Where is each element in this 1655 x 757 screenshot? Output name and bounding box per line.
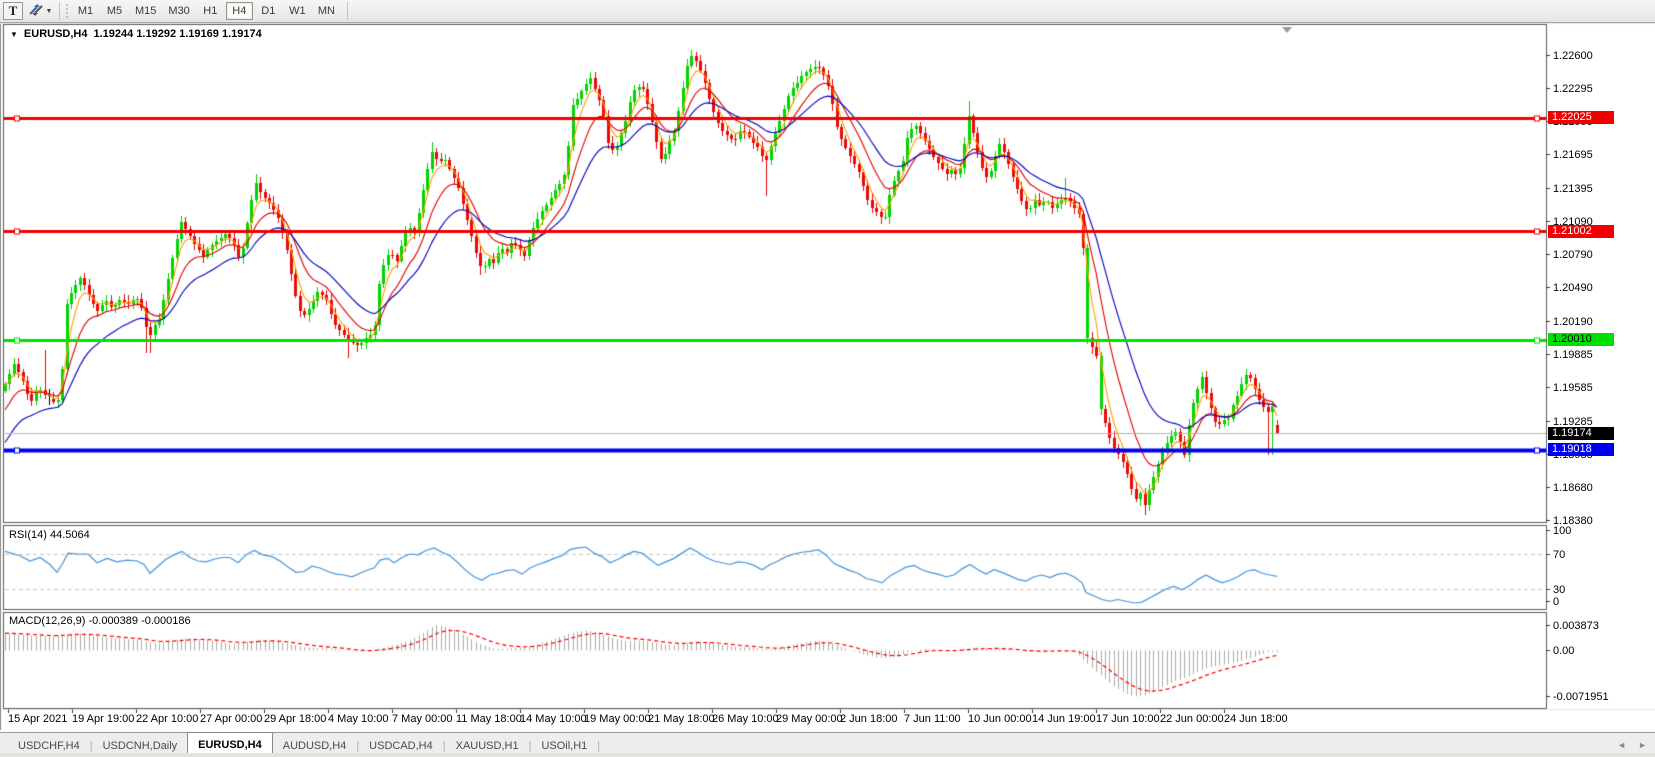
- price-tick-label: 1.18380: [1553, 514, 1593, 527]
- price-tick-label: 1.19885: [1553, 348, 1593, 361]
- tab-separator: |: [442, 740, 446, 752]
- tab-separator: |: [89, 740, 93, 752]
- date-tick-label: 7 May 00:00: [392, 713, 453, 725]
- tab-audusd-h4[interactable]: AUDUSD,H4: [282, 739, 347, 752]
- rsi-tick-label: 70: [1553, 548, 1566, 561]
- price-tick-label: 1.21695: [1553, 148, 1593, 161]
- tab-usdchf-h4[interactable]: USDCHF,H4: [18, 739, 80, 752]
- timeframe-button-mn[interactable]: MN: [313, 2, 340, 20]
- macd-tick-label: 0.003873: [1553, 619, 1599, 632]
- macd-values: -0.000389 -0.000186: [88, 615, 191, 627]
- date-tick-label: 26 May 10:00: [712, 713, 779, 725]
- timeframe-button-w1[interactable]: W1: [284, 2, 311, 20]
- current-price-badge: 1.19174: [1548, 427, 1614, 440]
- arrows-tool-button[interactable]: ▼: [25, 2, 55, 20]
- date-tick-label: 29 May 00:00: [776, 713, 843, 725]
- date-tick-label: 27 Apr 00:00: [200, 713, 263, 725]
- rsi-tick-label: 0: [1553, 595, 1560, 608]
- date-tick-label: 21 May 18:00: [648, 713, 715, 725]
- toolbar-separator: [346, 2, 348, 20]
- price-level-badge-support-2[interactable]: 1.19018: [1548, 443, 1614, 456]
- date-tick-label: 14 Jun 19:00: [1032, 713, 1096, 725]
- tab-separator: |: [528, 740, 532, 752]
- timeframe-button-m30[interactable]: M30: [163, 2, 194, 20]
- date-tick-label: 7 Jun 11:00: [904, 713, 961, 725]
- chart-title: ▼ EURUSD,H4 1.19244 1.19292 1.19169 1.19…: [10, 28, 262, 40]
- date-tick-label: 17 Jun 10:00: [1096, 713, 1160, 725]
- status-strip: [0, 753, 1655, 757]
- price-tick-label: 1.22295: [1553, 82, 1593, 95]
- price-tick-label: 1.21395: [1553, 182, 1593, 195]
- tab-usdcnh-daily[interactable]: USDCNH,Daily: [102, 739, 178, 752]
- macd-tick-label: 0.00: [1553, 644, 1575, 657]
- price-tick-label: 1.21090: [1553, 215, 1593, 228]
- date-tick-label: 2 Jun 18:00: [840, 713, 898, 725]
- price-tick-label: 1.20190: [1553, 315, 1593, 328]
- price-level-badge-resistance-2[interactable]: 1.21002: [1548, 225, 1614, 238]
- timeframe-button-m1[interactable]: M1: [72, 2, 99, 20]
- timeframe-button-m5[interactable]: M5: [101, 2, 128, 20]
- chart-quote-label: 1.19244 1.19292 1.19169 1.19174: [93, 28, 262, 40]
- rsi-tick-label: 100: [1553, 524, 1572, 537]
- timeframe-button-h1[interactable]: H1: [197, 2, 224, 20]
- price-tick-label: 1.22600: [1553, 49, 1593, 62]
- chart-symbol-label: EURUSD,H4: [23, 28, 88, 40]
- date-tick-label: 22 Apr 10:00: [136, 713, 199, 725]
- date-tick-label: 10 Jun 00:00: [968, 713, 1032, 725]
- macd-name: MACD(12,26,9): [9, 615, 86, 627]
- arrows-tool-icon: [28, 3, 44, 20]
- price-tick-label: 1.20490: [1553, 281, 1593, 294]
- date-tick-label: 14 May 10:00: [520, 713, 587, 725]
- tab-xauusd-h1[interactable]: XAUUSD,H1: [455, 739, 519, 752]
- toolbar-separator: [59, 2, 60, 20]
- rsi-tick-label: 30: [1553, 583, 1566, 596]
- timeframe-button-m15[interactable]: M15: [130, 2, 161, 20]
- price-level-badge-support-1[interactable]: 1.20010: [1548, 333, 1614, 346]
- date-tick-label: 19 Apr 19:00: [72, 713, 135, 725]
- toolbar: T ▼ M1 M5 M15 M30 H1 H4 D1 W1 MN: [0, 0, 1655, 23]
- dropdown-caret-icon: ▼: [45, 7, 53, 15]
- date-tick-label: 29 Apr 18:00: [264, 713, 327, 725]
- timeframe-button-d1[interactable]: D1: [255, 2, 282, 20]
- tabs-scroll-right-icon[interactable]: ►: [1638, 740, 1647, 750]
- text-tool-button[interactable]: T: [3, 2, 23, 20]
- macd-indicator-label: MACD(12,26,9) -0.000389 -0.000186: [9, 615, 191, 627]
- tab-separator: |: [356, 740, 360, 752]
- rsi-indicator-label: RSI(14) 44.5064: [9, 529, 90, 541]
- price-level-badge-resistance-1[interactable]: 1.22025: [1548, 111, 1614, 124]
- tab-eurusd-h4[interactable]: EURUSD,H4: [187, 732, 273, 754]
- toolbar-grip[interactable]: [65, 3, 69, 19]
- date-tick-label: 11 May 18:00: [456, 713, 522, 725]
- tab-separator: |: [597, 740, 601, 752]
- collapse-triangle-icon[interactable]: ▼: [10, 29, 18, 39]
- tab-usdcad-h4[interactable]: USDCAD,H4: [369, 739, 433, 752]
- rsi-name: RSI(14): [9, 529, 47, 541]
- date-tick-label: 4 May 10:00: [328, 713, 389, 725]
- price-tick-label: 1.19285: [1553, 415, 1593, 428]
- date-tick-label: 22 Jun 00:00: [1160, 713, 1224, 725]
- chart-tab-bar: USDCHF,H4 | USDCNH,Daily EURUSD,H4 AUDUS…: [0, 732, 1655, 754]
- macd-tick-label: -0.0071951: [1553, 690, 1609, 703]
- tab-usoil-h1[interactable]: USOil,H1: [541, 739, 588, 752]
- price-tick-label: 1.18680: [1553, 481, 1593, 494]
- date-tick-label: 19 May 00:00: [584, 713, 651, 725]
- tabs-scroll-left-icon[interactable]: ◄: [1617, 740, 1627, 750]
- date-tick-label: 15 Apr 2021: [8, 713, 68, 725]
- timeframe-button-h4[interactable]: H4: [225, 2, 253, 20]
- price-tick-label: 1.20790: [1553, 248, 1593, 261]
- price-tick-label: 1.19585: [1553, 381, 1593, 394]
- date-tick-label: 24 Jun 18:00: [1224, 713, 1288, 725]
- rsi-value: 44.5064: [49, 529, 90, 541]
